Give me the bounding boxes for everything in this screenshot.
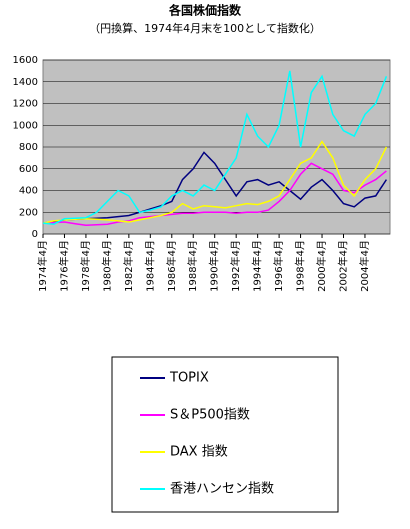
legend-label: S＆P500指数 [170,408,250,423]
y-tick-label: 0 [32,229,38,240]
y-tick-label: 200 [19,207,38,218]
x-tick-label: 2004年4月 [358,240,371,292]
y-tick-label: 1200 [13,99,38,110]
x-tick-label: 1988年4月 [186,240,199,292]
series-line [42,70,388,225]
x-tick-label: 1994年4月 [251,240,264,292]
series-line [42,151,388,224]
legend-box [111,356,339,513]
x-tick-label: 1984年4月 [143,240,156,292]
y-tick-label: 600 [19,164,38,175]
x-tick-label: 1986年4月 [165,240,178,292]
chart-title: 各国株価指数 [168,3,242,18]
legend-label: TOPIX [169,371,209,386]
chart-subtitle: （円換算、1974年4月末を100として指数化） [89,21,321,35]
legend-label: DAX 指数 [170,445,228,460]
y-tick-label: 1600 [13,55,38,66]
y-tick-label: 800 [19,142,38,153]
y-tick-label: 400 [19,186,38,197]
x-tick-label: 1982年4月 [122,240,135,292]
x-tick-label: 1974年4月 [36,240,49,292]
series-line [42,140,388,224]
x-tick-label: 1996年4月 [272,240,285,292]
y-tick-label: 1000 [13,120,38,131]
x-tick-label: 1998年4月 [294,240,307,292]
x-tick-label: 1992年4月 [229,240,242,292]
legend-label: 香港ハンセン指数 [170,482,274,497]
x-tick-label: 1976年4月 [57,240,70,292]
x-tick-label: 1978年4月 [79,240,92,292]
x-tick-label: 2000年4月 [315,240,328,292]
y-tick-label: 1400 [13,77,38,88]
x-tick-label: 2002年4月 [336,240,349,292]
series-line [42,162,387,227]
x-tick-label: 1990年4月 [208,240,221,292]
x-tick-label: 1980年4月 [100,240,113,292]
